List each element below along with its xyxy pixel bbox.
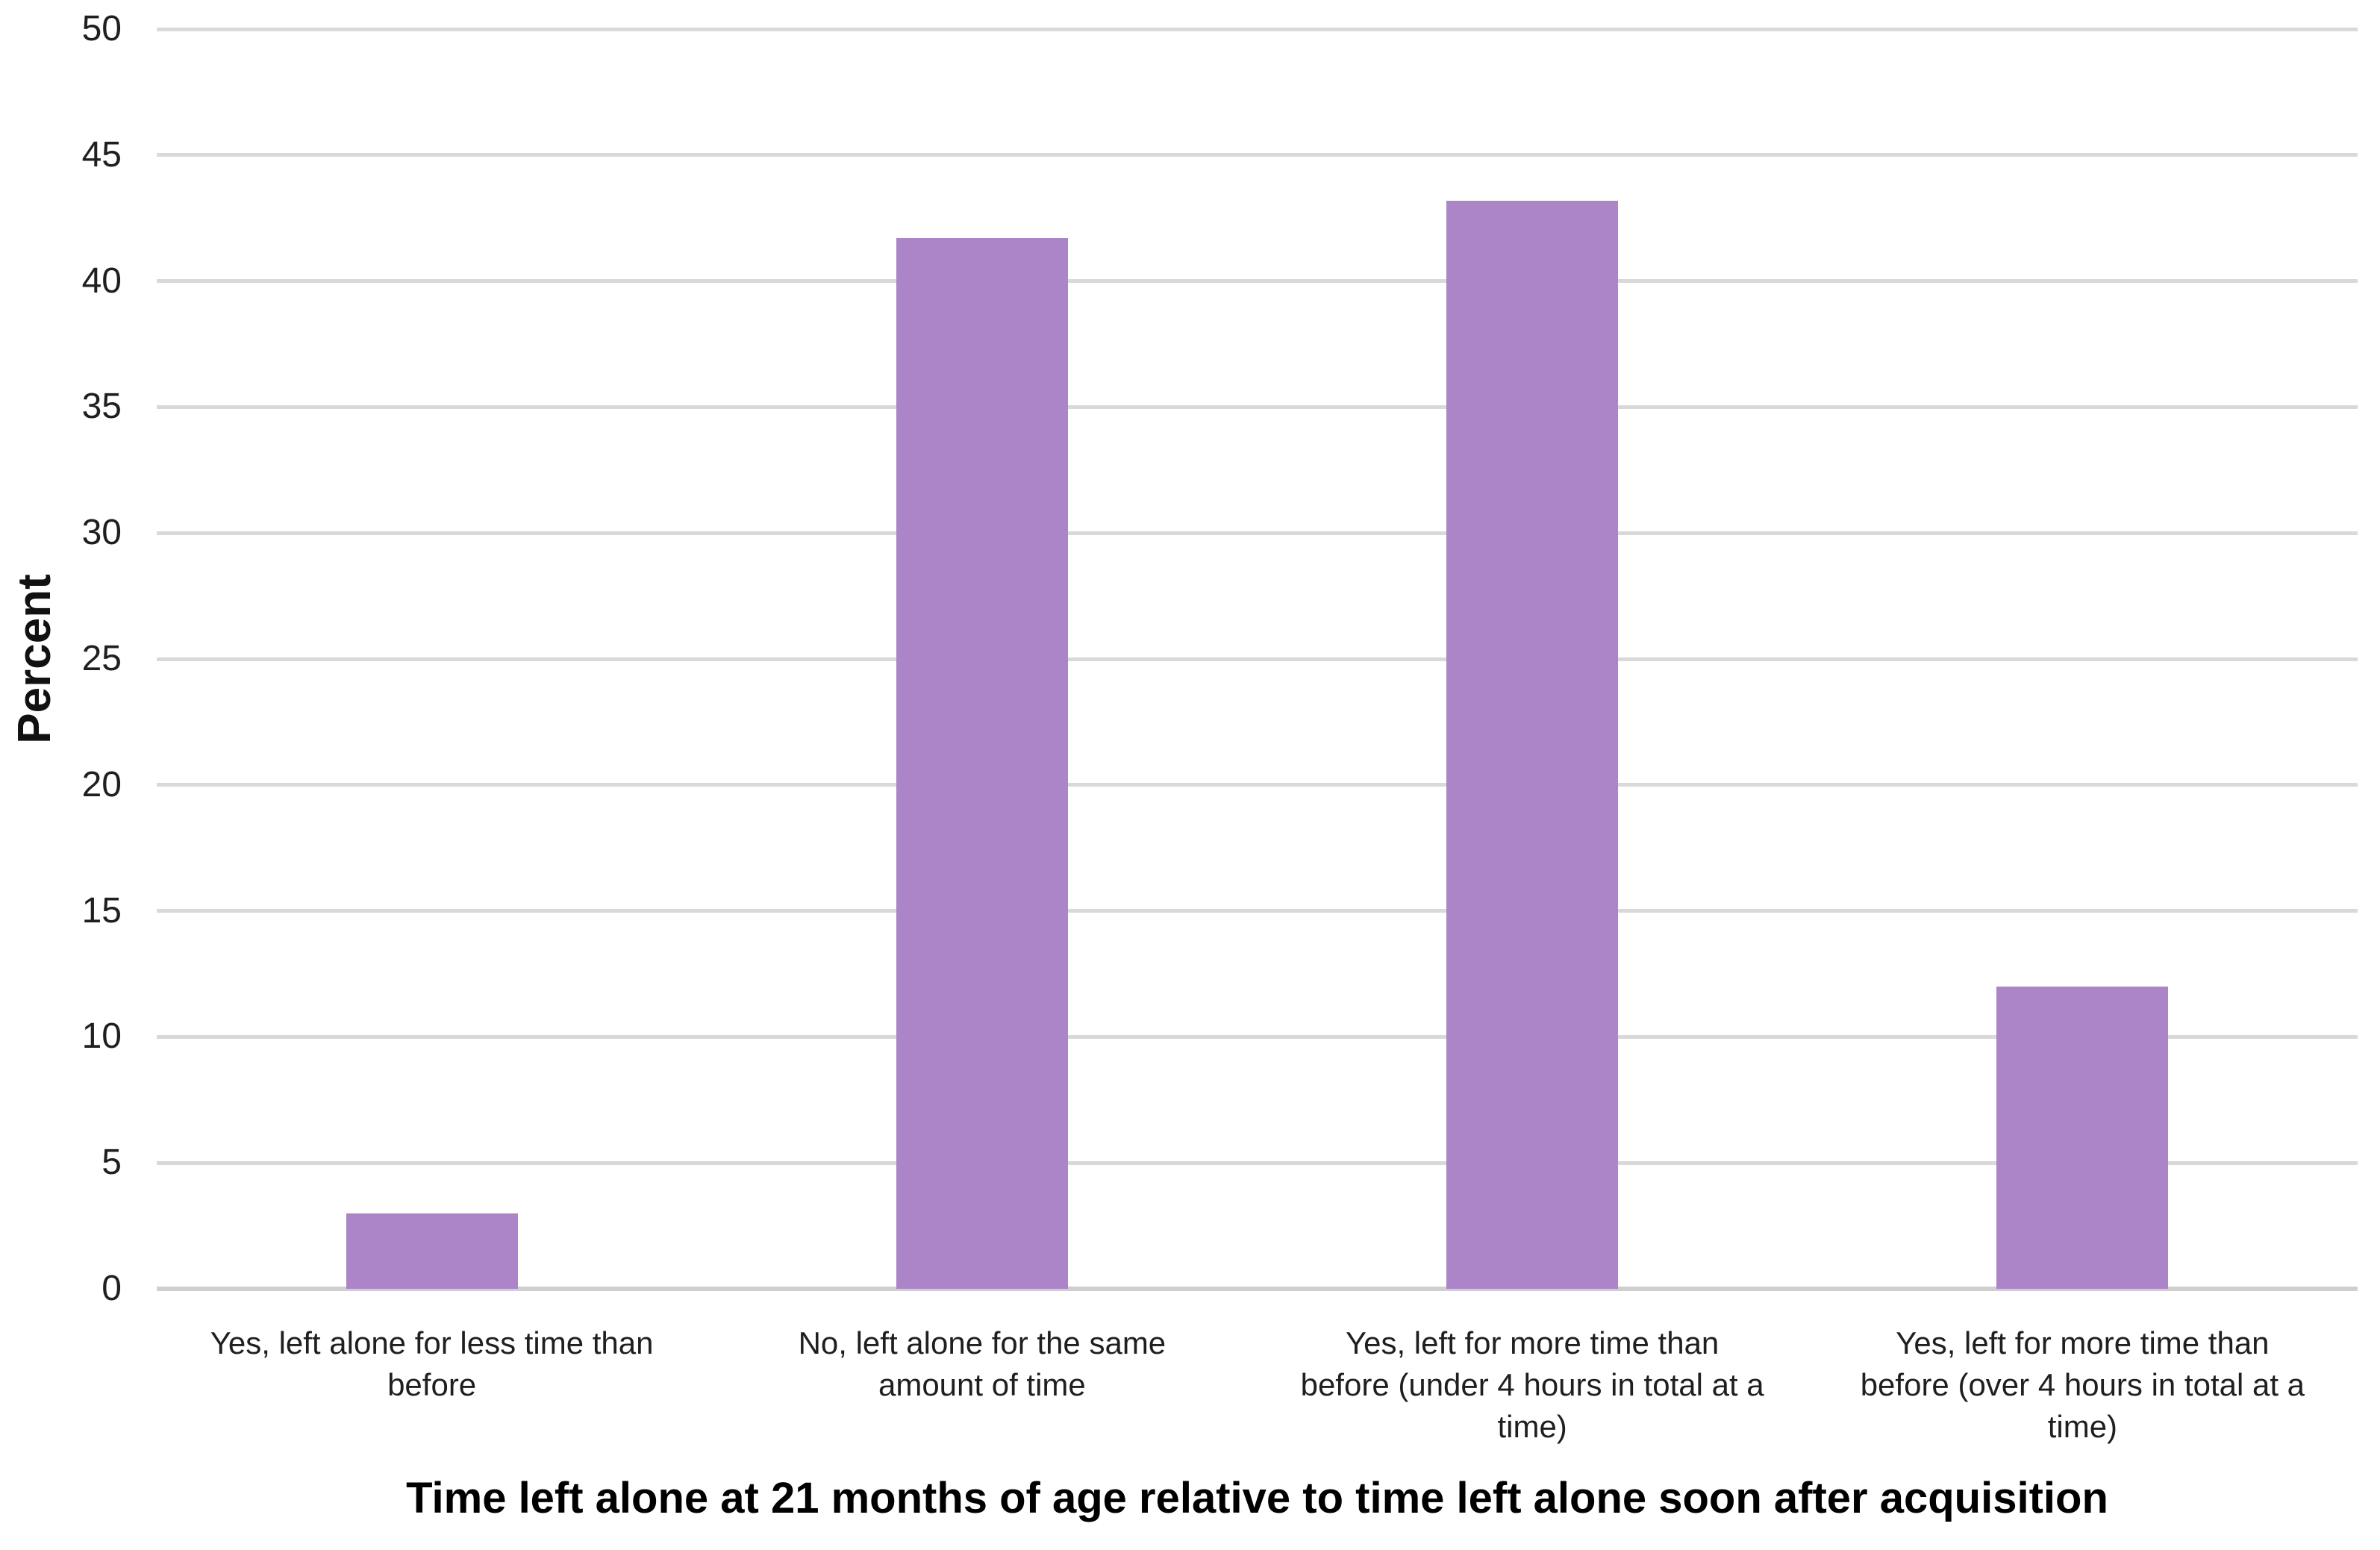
y-tick-label-40: 40 [81, 260, 122, 301]
x-tick-label-4: Yes, left for more time than before (over… [1860, 1325, 2305, 1444]
x-tick-label-1: Yes, left alone for less time than before [210, 1325, 654, 1402]
x-tick-label-2: No, left alone for the same amount of tim… [798, 1325, 1166, 1402]
bar-4 [1996, 986, 2169, 1289]
y-tick-label-45: 45 [81, 134, 122, 175]
y-tick-label-25: 25 [81, 639, 122, 678]
x-tick-label-3: Yes, left for more time than before (unde… [1300, 1325, 1764, 1444]
y-tick-label-50: 50 [81, 9, 122, 49]
y-tick-label-30: 30 [81, 513, 122, 553]
bar-1 [346, 1213, 518, 1289]
x-axis-title: Time left alone at 21 months of age rela… [406, 1474, 2108, 1522]
bar-2 [896, 238, 1068, 1289]
gridline-35 [157, 404, 2358, 409]
y-tick-label-15: 15 [81, 890, 122, 931]
gridline-30 [157, 531, 2358, 535]
y-tick-label-10: 10 [81, 1016, 122, 1057]
gridline-40 [157, 279, 2358, 284]
gridline-5 [157, 1160, 2358, 1165]
y-tick-label-20: 20 [81, 764, 122, 804]
bar-3 [1446, 200, 1619, 1289]
y-tick-label-0: 0 [101, 1269, 122, 1308]
gridline-15 [157, 909, 2358, 913]
x-axis-baseline [157, 1286, 2358, 1291]
gridline-45 [157, 153, 2358, 157]
plot-area [157, 27, 2358, 1291]
gridline-20 [157, 783, 2358, 787]
y-tick-label-5: 5 [101, 1143, 122, 1183]
gridline-25 [157, 657, 2358, 661]
y-tick-label-35: 35 [81, 387, 122, 427]
gridline-50 [157, 27, 2358, 31]
gridline-10 [157, 1034, 2358, 1039]
